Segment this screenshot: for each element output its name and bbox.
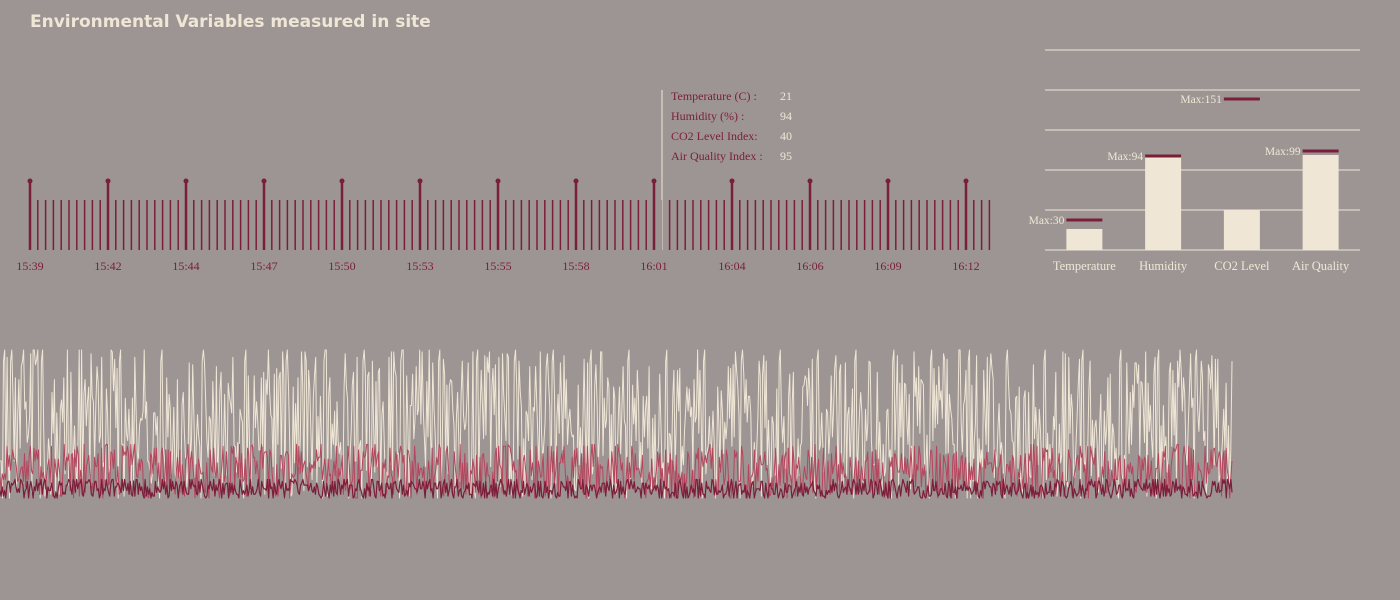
tick-label: 16:12	[952, 259, 979, 273]
readout-label: Humidity (%) :	[671, 109, 744, 123]
readout-value: 40	[780, 129, 792, 143]
tick-label: 16:01	[640, 259, 667, 273]
tick-label: 15:47	[250, 259, 277, 273]
major-tick-dot	[573, 178, 579, 184]
category-label: Temperature	[1053, 259, 1116, 273]
major-tick-dot	[807, 178, 813, 184]
major-tick-dot	[729, 178, 735, 184]
tick-label: 16:06	[796, 259, 823, 273]
major-tick-dot	[105, 178, 111, 184]
readout-value: 95	[780, 149, 792, 163]
major-tick-dot	[417, 178, 423, 184]
category-label: Air Quality	[1292, 259, 1350, 273]
major-tick-dot	[183, 178, 189, 184]
tick-label: 15:44	[172, 259, 199, 273]
tick-label: 16:09	[874, 259, 901, 273]
tick-label: 16:04	[718, 259, 745, 273]
max-label: Max:99	[1265, 146, 1301, 158]
readout-label: Temperature (C) :	[671, 89, 757, 103]
major-tick-dot	[27, 178, 33, 184]
bar	[1066, 229, 1103, 250]
category-label: Humidity	[1139, 259, 1188, 273]
series-line	[0, 349, 1233, 499]
series-line	[0, 443, 1233, 499]
tick-label: 15:50	[328, 259, 355, 273]
max-label: Max:151	[1180, 94, 1222, 106]
major-tick-dot	[651, 178, 657, 184]
readout-label: Air Quality Index :	[671, 149, 763, 163]
bar	[1302, 155, 1339, 250]
category-label: CO2 Level	[1214, 259, 1270, 273]
bar-chart: Max:30 Temperature Max:94 Humidity Max:151 CO…	[1029, 49, 1360, 273]
readout-value: 94	[780, 109, 792, 123]
major-tick-dot	[495, 178, 501, 184]
series-line	[0, 478, 1233, 499]
readout-label: CO2 Level Index:	[671, 129, 758, 143]
tick-label: 15:53	[406, 259, 433, 273]
max-label: Max:94	[1107, 151, 1143, 163]
tick-label: 15:55	[484, 259, 511, 273]
bar	[1223, 210, 1260, 250]
max-label: Max:30	[1029, 215, 1065, 227]
tick-label: 15:42	[94, 259, 121, 273]
page-title: Environmental Variables measured in site	[30, 12, 431, 32]
major-tick-dot	[261, 178, 267, 184]
bar	[1145, 156, 1182, 250]
major-tick-dot	[339, 178, 345, 184]
tick-label: 15:39	[16, 259, 43, 273]
timeline-chart: 15:39 15:42 15:44 15:47 15:50 15:53 15:55 15:58…	[16, 89, 991, 273]
tick-label: 15:58	[562, 259, 589, 273]
major-tick-dot	[963, 178, 969, 184]
readout-value: 21	[780, 89, 792, 103]
major-tick-dot	[885, 178, 891, 184]
